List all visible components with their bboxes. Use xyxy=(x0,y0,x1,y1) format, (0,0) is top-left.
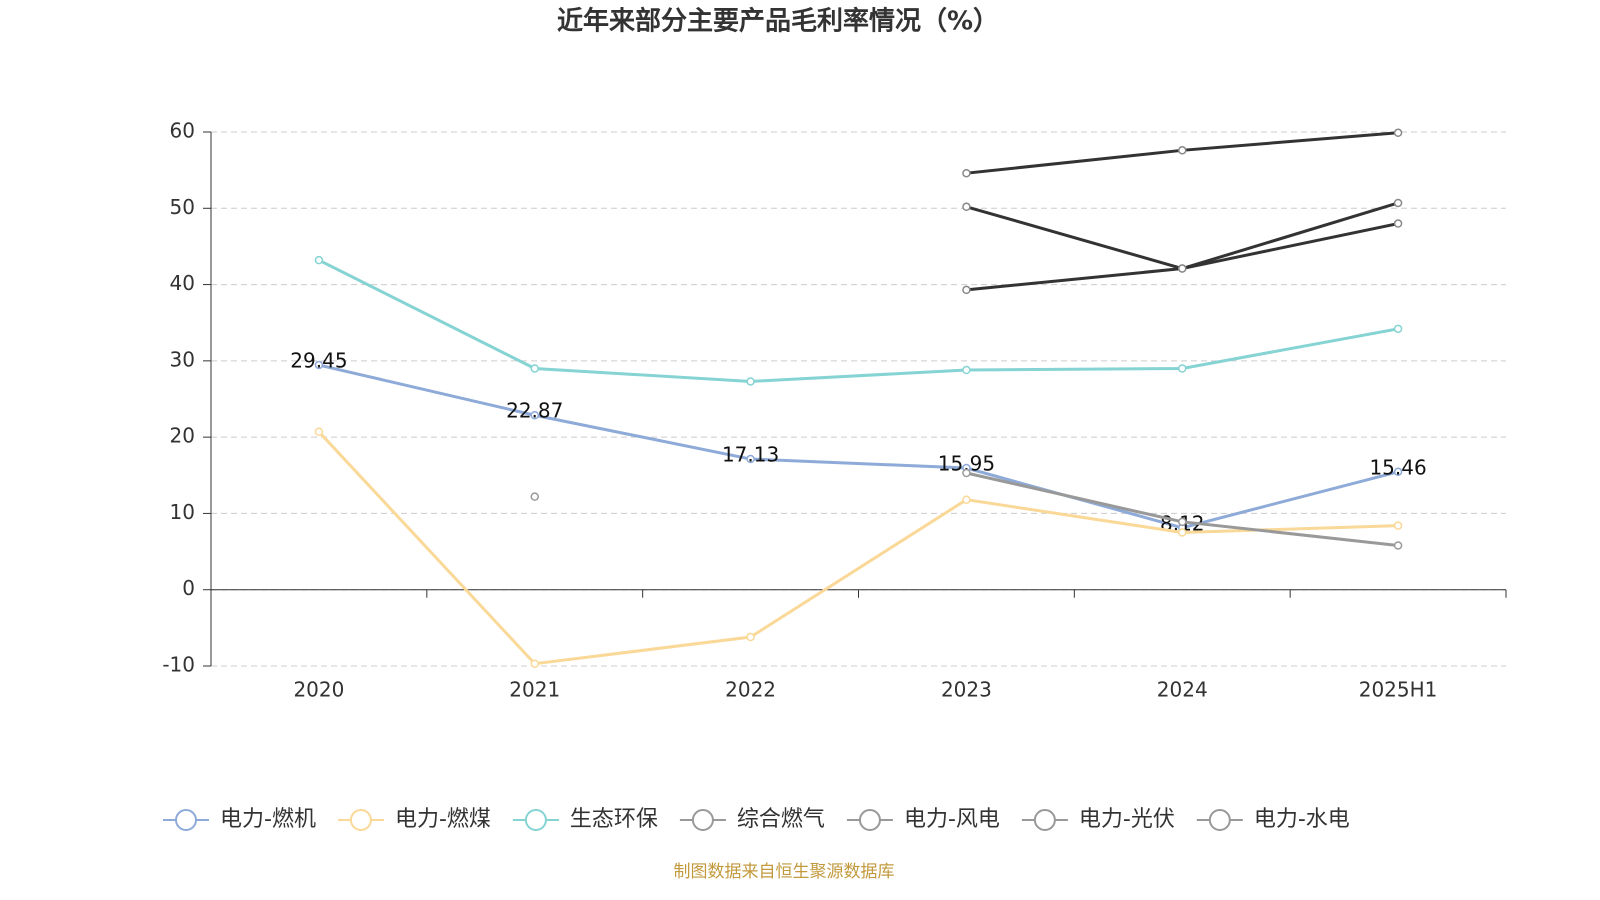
legend-marker xyxy=(175,809,197,831)
data-point xyxy=(962,285,971,295)
data-label: 17.13 xyxy=(722,443,779,467)
legend-label: 电力-燃机 xyxy=(220,807,316,832)
data-point xyxy=(962,168,971,178)
series-line xyxy=(318,258,1399,383)
legend-item[interactable]: 电力-燃煤 xyxy=(337,807,491,832)
legend-item[interactable]: 综合燃气 xyxy=(679,807,825,832)
y-tick-label: 50 xyxy=(170,195,195,219)
data-point xyxy=(530,410,539,420)
x-tick-label: 2020 xyxy=(293,678,344,702)
legend-marker xyxy=(524,809,547,831)
data-point xyxy=(1393,219,1403,228)
data-point xyxy=(314,360,324,370)
data-label: 15.46 xyxy=(1369,455,1426,479)
data-point xyxy=(1178,264,1187,273)
data-point xyxy=(962,495,971,504)
legend-label: 电力-水电 xyxy=(1254,807,1350,832)
series-line xyxy=(318,363,1399,530)
x-tick-label: 2023 xyxy=(941,678,992,702)
legend-item[interactable]: 生态环保 xyxy=(512,807,658,832)
legend-item[interactable]: 电力-光伏 xyxy=(1021,807,1175,832)
data-point xyxy=(314,255,324,265)
series-line xyxy=(317,430,1399,666)
data-point xyxy=(530,659,539,668)
legend-marker xyxy=(349,809,372,831)
y-tick-label: -10 xyxy=(162,653,195,677)
x-tick-label: 2022 xyxy=(725,678,776,702)
series-line xyxy=(966,222,1399,292)
y-tick-label: 60 xyxy=(170,119,195,143)
data-point xyxy=(1178,528,1187,537)
data-point xyxy=(1393,467,1403,477)
data-point xyxy=(1393,198,1403,208)
data-point xyxy=(1178,146,1187,155)
x-tick-label: 2025H1 xyxy=(1359,678,1438,702)
legend-marker xyxy=(858,809,881,831)
data-point xyxy=(746,632,755,642)
data-point xyxy=(1393,324,1403,334)
y-tick-label: 0 xyxy=(182,576,195,600)
legend-label: 综合燃气 xyxy=(737,807,825,832)
data-point xyxy=(962,468,971,478)
legend-item[interactable]: 电力-燃机 xyxy=(163,807,316,832)
data-point xyxy=(314,427,324,437)
data-point xyxy=(746,454,755,464)
data-point xyxy=(1393,128,1403,138)
data-point xyxy=(746,377,755,386)
data-point xyxy=(530,364,539,373)
x-tick-label: 2021 xyxy=(509,678,560,702)
source-note: 制图数据来自恒生聚源数据库 xyxy=(674,862,895,882)
y-tick-label: 40 xyxy=(170,271,195,295)
chart-title: 近年来部分主要产品毛利率情况（%） xyxy=(557,6,999,37)
data-point xyxy=(1393,521,1403,530)
data-point xyxy=(962,202,971,212)
data-point xyxy=(530,492,539,501)
legend-item[interactable]: 电力-风电 xyxy=(846,807,1000,832)
legend-marker xyxy=(691,809,714,831)
x-tick-label: 2024 xyxy=(1157,678,1208,702)
legend-label: 电力-风电 xyxy=(904,807,1000,832)
y-tick-label: 30 xyxy=(170,347,195,371)
data-point xyxy=(1178,364,1187,373)
data-point xyxy=(1178,517,1187,527)
legend-label: 电力-光伏 xyxy=(1079,807,1175,832)
y-tick-label: 10 xyxy=(170,500,195,524)
data-point xyxy=(1393,541,1403,550)
data-label: 22.87 xyxy=(506,399,563,423)
legend-label: 电力-燃煤 xyxy=(395,807,491,832)
legend-marker xyxy=(1208,809,1231,831)
data-point xyxy=(962,365,971,375)
legend-label: 生态环保 xyxy=(570,807,658,832)
legend-marker xyxy=(1033,809,1056,831)
legend-item[interactable]: 电力-水电 xyxy=(1196,807,1350,832)
y-tick-label: 20 xyxy=(170,424,195,448)
data-label: 29.45 xyxy=(290,349,347,373)
